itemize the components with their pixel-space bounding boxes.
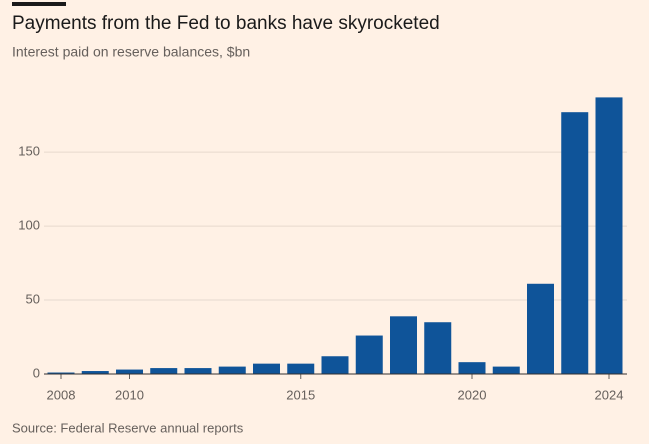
bar bbox=[595, 97, 623, 374]
bar bbox=[561, 112, 589, 374]
bar bbox=[150, 368, 178, 374]
y-tick-label: 0 bbox=[33, 365, 40, 380]
bar bbox=[527, 283, 554, 374]
bar bbox=[492, 366, 520, 374]
y-tick-label: 150 bbox=[18, 144, 40, 159]
bar bbox=[321, 356, 349, 374]
x-tick-label: 2024 bbox=[595, 387, 624, 402]
x-tick-label: 2015 bbox=[286, 387, 315, 402]
bar bbox=[253, 363, 280, 374]
y-tick-label: 100 bbox=[18, 218, 40, 233]
bar bbox=[184, 368, 212, 374]
bar bbox=[424, 322, 452, 374]
chart-subtitle: Interest paid on reserve balances, $bn bbox=[12, 44, 250, 60]
bar bbox=[390, 316, 417, 374]
x-tick-label: 2020 bbox=[458, 387, 487, 402]
bar bbox=[355, 335, 383, 374]
chart-title: Payments from the Fed to banks have skyr… bbox=[12, 13, 440, 34]
source: Source: Federal Reserve annual reports bbox=[12, 420, 244, 435]
bar bbox=[287, 363, 315, 374]
bar bbox=[47, 372, 75, 374]
x-tick-label: 2008 bbox=[47, 387, 76, 402]
bar bbox=[218, 366, 246, 374]
bar bbox=[116, 369, 143, 374]
y-tick-label: 50 bbox=[26, 291, 40, 306]
x-tick-label: 2010 bbox=[115, 387, 144, 402]
bar bbox=[458, 362, 486, 374]
title-bar bbox=[12, 2, 66, 6]
bar bbox=[81, 371, 109, 374]
